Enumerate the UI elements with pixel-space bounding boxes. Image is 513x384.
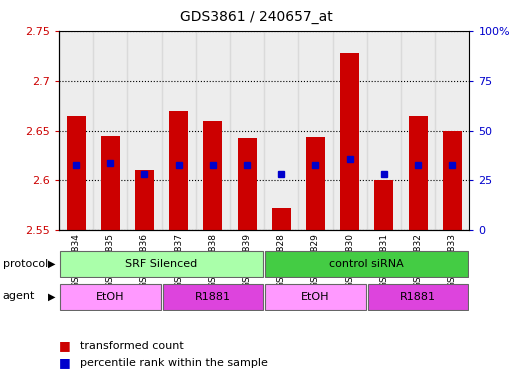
FancyBboxPatch shape xyxy=(60,284,161,310)
Bar xyxy=(306,137,325,230)
Bar xyxy=(101,136,120,230)
Bar xyxy=(169,111,188,230)
Text: ■: ■ xyxy=(59,356,71,369)
Bar xyxy=(401,31,435,230)
Text: ▶: ▶ xyxy=(48,291,55,301)
Text: SRF Silenced: SRF Silenced xyxy=(126,259,198,269)
Text: EtOH: EtOH xyxy=(301,291,330,302)
Text: protocol: protocol xyxy=(3,259,48,269)
Bar xyxy=(332,31,367,230)
Text: agent: agent xyxy=(3,291,35,301)
FancyBboxPatch shape xyxy=(163,284,263,310)
FancyBboxPatch shape xyxy=(265,284,366,310)
Bar xyxy=(127,31,162,230)
Bar xyxy=(238,137,256,230)
Bar xyxy=(230,31,264,230)
FancyBboxPatch shape xyxy=(265,251,468,277)
Bar xyxy=(443,131,462,230)
Text: ■: ■ xyxy=(59,339,71,352)
Bar xyxy=(435,31,469,230)
Bar xyxy=(272,209,291,230)
Bar xyxy=(374,180,393,230)
Bar xyxy=(162,31,196,230)
Text: R1881: R1881 xyxy=(400,291,436,302)
Bar xyxy=(367,31,401,230)
Bar xyxy=(264,31,299,230)
Bar xyxy=(59,31,93,230)
FancyBboxPatch shape xyxy=(368,284,468,310)
Text: transformed count: transformed count xyxy=(80,341,183,351)
Bar xyxy=(204,121,222,230)
Bar xyxy=(196,31,230,230)
Bar xyxy=(67,116,86,230)
Bar xyxy=(93,31,127,230)
Text: EtOH: EtOH xyxy=(96,291,125,302)
Text: percentile rank within the sample: percentile rank within the sample xyxy=(80,358,267,368)
Text: GDS3861 / 240657_at: GDS3861 / 240657_at xyxy=(180,10,333,23)
Text: ▶: ▶ xyxy=(48,259,55,269)
Text: control siRNA: control siRNA xyxy=(329,259,404,269)
FancyBboxPatch shape xyxy=(60,251,263,277)
Bar xyxy=(299,31,332,230)
Bar xyxy=(409,116,427,230)
Text: R1881: R1881 xyxy=(195,291,231,302)
Bar xyxy=(340,53,359,230)
Bar xyxy=(135,170,154,230)
